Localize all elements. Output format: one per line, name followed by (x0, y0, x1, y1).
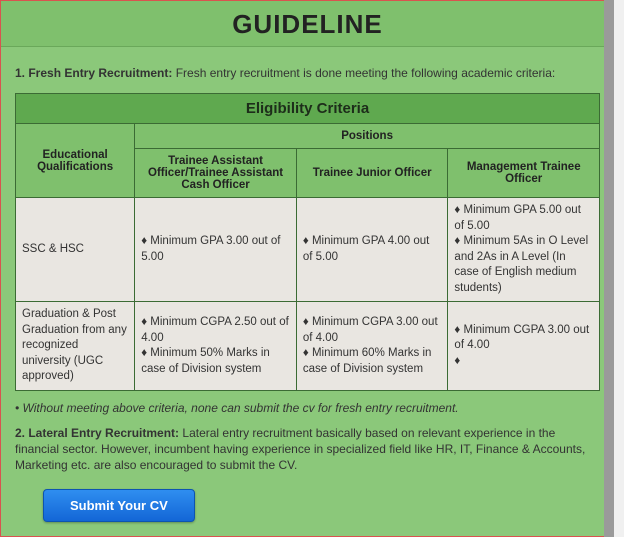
col-qualifications: Educational Qualifications (16, 124, 135, 198)
guideline-page: GUIDELINE 1. Fresh Entry Recruitment: Fr… (0, 0, 614, 537)
criteria-cell: Minimum GPA 5.00 out of 5.00 Minimum 5As… (448, 198, 600, 302)
bullet: Minimum CGPA 3.00 out of 4.00 (454, 323, 593, 354)
bullet: Minimum CGPA 3.00 out of 4.00 (303, 315, 442, 346)
criteria-cell: Minimum GPA 3.00 out of 5.00 (135, 198, 297, 302)
criteria-note: • Without meeting above criteria, none c… (15, 401, 600, 415)
bullet (454, 354, 593, 370)
col-position-0: Trainee Assistant Officer/Trainee Assist… (135, 149, 297, 198)
criteria-cell: Minimum CGPA 3.00 out of 4.00 Minimum 60… (296, 302, 448, 391)
table-caption: Eligibility Criteria (16, 94, 600, 124)
page-title: GUIDELINE (1, 1, 614, 47)
content-area: 1. Fresh Entry Recruitment: Fresh entry … (1, 47, 614, 522)
scroll-shadow (604, 0, 614, 537)
col-positions: Positions (135, 124, 600, 149)
criteria-cell: Minimum CGPA 3.00 out of 4.00 (448, 302, 600, 391)
criteria-cell: Minimum CGPA 2.50 out of 4.00 Minimum 50… (135, 302, 297, 391)
table-row: SSC & HSC Minimum GPA 3.00 out of 5.00 M… (16, 198, 600, 302)
bullet: Minimum GPA 4.00 out of 5.00 (303, 234, 442, 265)
col-position-1: Trainee Junior Officer (296, 149, 448, 198)
bullet: Minimum GPA 3.00 out of 5.00 (141, 234, 290, 265)
bullet: Minimum 5As in O Level and 2As in A Leve… (454, 234, 593, 296)
qual-cell: SSC & HSC (16, 198, 135, 302)
table-row: Graduation & Post Graduation from any re… (16, 302, 600, 391)
fresh-entry-body: Fresh entry recruitment is done meeting … (176, 66, 556, 80)
bullet: Minimum 60% Marks in case of Division sy… (303, 346, 442, 377)
lateral-entry-para: 2. Lateral Entry Recruitment: Lateral en… (15, 425, 600, 474)
col-position-2: Management Trainee Officer (448, 149, 600, 198)
submit-cv-button[interactable]: Submit Your CV (43, 489, 195, 522)
fresh-entry-heading: 1. Fresh Entry Recruitment: (15, 66, 172, 80)
lateral-entry-heading: 2. Lateral Entry Recruitment: (15, 426, 179, 440)
fresh-entry-para: 1. Fresh Entry Recruitment: Fresh entry … (15, 65, 600, 81)
bullet: Minimum 50% Marks in case of Division sy… (141, 346, 290, 377)
criteria-cell: Minimum GPA 4.00 out of 5.00 (296, 198, 448, 302)
bullet: Minimum GPA 5.00 out of 5.00 (454, 203, 593, 234)
bullet: Minimum CGPA 2.50 out of 4.00 (141, 315, 290, 346)
eligibility-table: Eligibility Criteria Educational Qualifi… (15, 93, 600, 391)
qual-cell: Graduation & Post Graduation from any re… (16, 302, 135, 391)
